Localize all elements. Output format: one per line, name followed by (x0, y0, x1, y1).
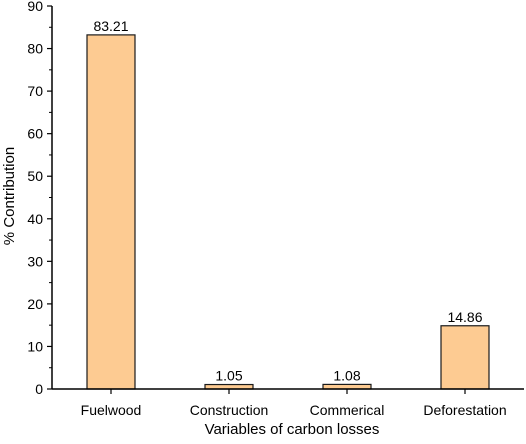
x-tick-label: Construction (190, 402, 269, 418)
bars (86, 34, 490, 390)
y-tick-label: 80 (27, 41, 43, 57)
y-tick-label: 60 (27, 126, 43, 142)
axes (51, 6, 524, 390)
bar (440, 325, 490, 390)
data-label: 83.21 (93, 18, 128, 34)
data-label: 1.05 (215, 368, 242, 384)
y-tick-label: 30 (27, 253, 43, 269)
y-tick-label: 40 (27, 211, 43, 227)
y-tick-label: 0 (35, 381, 43, 397)
y-axis-ticks: 0 10 20 30 40 50 60 70 80 90 (27, 0, 52, 397)
x-tick-label: Fuelwood (81, 402, 142, 418)
x-tick-label: Deforestation (423, 402, 506, 418)
y-tick-label: 70 (27, 83, 43, 99)
y-axis-title: % Contribution (1, 147, 18, 245)
y-tick-label: 20 (27, 296, 43, 312)
bar (86, 34, 136, 390)
data-label: 14.86 (447, 309, 482, 325)
y-tick-label: 90 (27, 0, 43, 14)
y-tick-label: 50 (27, 168, 43, 184)
x-axis-title: Variables of carbon losses (205, 421, 380, 438)
data-labels: 83.21 1.05 1.08 14.86 (93, 18, 482, 384)
x-axis-ticks: Fuelwood Construction Commerical Deforestat… (81, 389, 507, 418)
y-tick-label: 10 (27, 338, 43, 354)
x-tick-label: Commerical (310, 402, 385, 418)
data-label: 1.08 (333, 367, 360, 383)
